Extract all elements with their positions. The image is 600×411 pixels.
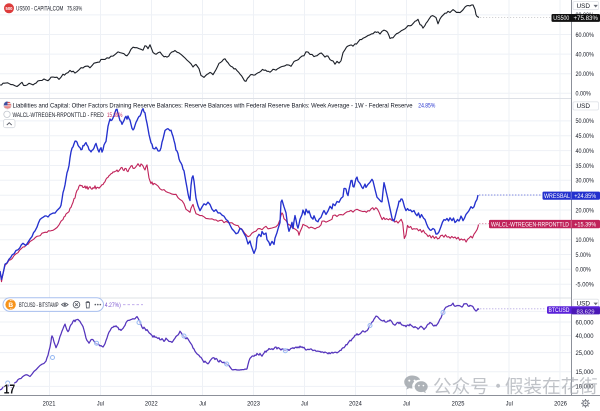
svg-text:2024: 2024 (349, 400, 362, 407)
svg-text:5.00%: 5.00% (576, 252, 592, 259)
svg-text:WALCL-WTREGEN-RRPONTTLD - FRED: WALCL-WTREGEN-RRPONTTLD - FRED (13, 112, 105, 119)
svg-text:2025: 2025 (452, 400, 465, 407)
svg-text:2021: 2021 (43, 400, 56, 407)
svg-text:Jul: Jul (506, 400, 513, 407)
svg-text:500: 500 (6, 6, 14, 11)
svg-text:30.00%: 30.00% (576, 178, 595, 185)
svg-text:0.00%: 0.00% (576, 267, 592, 274)
svg-text:2022: 2022 (145, 400, 158, 407)
svg-text:+24.85%: +24.85% (574, 193, 596, 200)
svg-text:WRESBAL: WRESBAL (544, 193, 570, 200)
svg-text:0.00%: 0.00% (576, 91, 592, 98)
svg-text:-5.00%: -5.00% (576, 282, 595, 289)
svg-text:WALCL-WTREGEN-RRPONTTLD: WALCL-WTREGEN-RRPONTTLD (491, 221, 569, 228)
svg-text:US500: US500 (553, 15, 569, 22)
svg-text:20.00%: 20.00% (576, 207, 595, 214)
svg-text:40,000: 40,000 (576, 333, 594, 340)
svg-text:BTCUSD - BITSTAMP: BTCUSD - BITSTAMP (19, 303, 59, 309)
svg-text:USD: USD (577, 103, 591, 110)
svg-text:4.27%): 4.27%) (105, 303, 121, 309)
svg-text:BTCUSD: BTCUSD (549, 307, 570, 314)
svg-text:50.00%: 50.00% (576, 118, 595, 125)
svg-text:USD: USD (577, 301, 591, 308)
svg-text:75.83%: 75.83% (67, 6, 83, 13)
svg-text:20.00%: 20.00% (576, 71, 595, 78)
svg-text:10.00%: 10.00% (576, 237, 595, 244)
svg-text:Jul: Jul (97, 400, 104, 407)
svg-text:40.00%: 40.00% (576, 51, 595, 58)
svg-text:15.39%: 15.39% (107, 112, 123, 119)
svg-text:24.85%: 24.85% (418, 102, 435, 109)
svg-text:B: B (8, 302, 13, 309)
svg-text:2026: 2026 (554, 400, 567, 407)
svg-text:17: 17 (4, 382, 16, 397)
svg-text:35.00%: 35.00% (576, 163, 595, 170)
svg-text:Jul: Jul (301, 400, 308, 407)
svg-text:Jul: Jul (199, 400, 206, 407)
svg-text:83,629: 83,629 (577, 309, 595, 315)
svg-text:40.00%: 40.00% (576, 148, 595, 155)
svg-text:60.00%: 60.00% (576, 32, 595, 39)
svg-text:Jul: Jul (403, 400, 410, 407)
svg-text:+15.39%: +15.39% (574, 221, 596, 228)
svg-text:+75.83%: +75.83% (573, 15, 598, 22)
svg-text:60,000: 60,000 (576, 319, 594, 326)
svg-text:45.00%: 45.00% (576, 133, 595, 140)
svg-text:US500 - CAPITALCOM: US500 - CAPITALCOM (16, 6, 63, 13)
svg-text:USD: USD (577, 3, 591, 10)
svg-text:2023: 2023 (247, 400, 260, 407)
svg-text:25,000: 25,000 (576, 350, 594, 357)
svg-text:15,000: 15,000 (576, 369, 594, 376)
svg-text:Liabilities and Capital: Other: Liabilities and Capital: Other Factors D… (13, 102, 414, 109)
